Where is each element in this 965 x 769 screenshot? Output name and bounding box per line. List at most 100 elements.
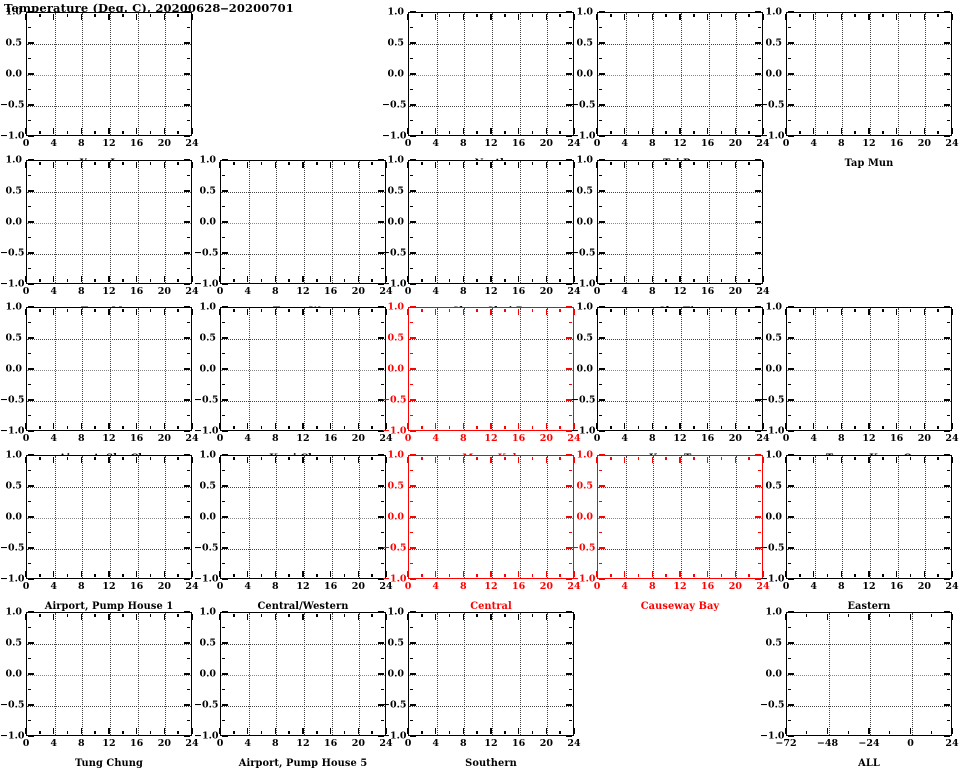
axis-tick-x	[573, 13, 575, 20]
axis-tick-y	[568, 469, 573, 472]
axis-label-y: −0.5	[382, 394, 407, 406]
axis-tick-y	[378, 611, 385, 613]
gridline-vertical	[736, 308, 738, 430]
axis-label-x: 12	[296, 286, 310, 297]
axis-tick-x	[476, 425, 478, 430]
axis-tick-y	[186, 657, 191, 660]
axis-tick-y	[944, 430, 951, 432]
axis-tick-x	[149, 425, 152, 430]
gridline-vertical	[331, 456, 333, 578]
axis-tick-y	[380, 267, 385, 270]
axis-label-x: 16	[130, 738, 144, 749]
axis-tick-y	[27, 190, 34, 192]
axis-label-x: 0	[216, 286, 224, 297]
axis-tick-y	[568, 414, 573, 417]
axis-tick-x	[868, 456, 870, 463]
axis-tick-y	[755, 190, 762, 192]
axis-label-x: 16	[512, 738, 526, 749]
gridline-vertical	[137, 161, 139, 283]
gridline-vertical	[436, 456, 438, 578]
axis-tick-x	[52, 728, 55, 735]
axis-tick-x	[274, 161, 277, 168]
axis-tick-x	[559, 730, 561, 735]
axis-tick-x	[748, 573, 750, 578]
axis-tick-x	[94, 425, 96, 430]
axis-tick-y	[944, 485, 951, 487]
axis-tick-y	[380, 500, 385, 503]
axis-tick-x	[889, 613, 891, 618]
gridline-horizontal	[27, 75, 191, 76]
axis-tick-x	[909, 613, 912, 620]
gridline-vertical	[165, 456, 167, 578]
axis-tick-x	[39, 13, 41, 18]
gridline-vertical	[925, 308, 927, 430]
axis-tick-y	[378, 485, 385, 487]
axis-label-y: −0.5	[0, 99, 25, 111]
axis-tick-y	[186, 688, 191, 691]
axis-label-x: 24	[567, 738, 581, 749]
axis-tick-x	[706, 571, 709, 578]
axis-label-x: 16	[324, 433, 338, 444]
gridline-vertical	[464, 13, 466, 135]
axis-tick-y	[184, 252, 191, 254]
axis-tick-y	[787, 11, 794, 13]
gridline-vertical	[464, 456, 466, 578]
axis-label-y: 0.0	[199, 363, 216, 375]
axis-label-x: 12	[102, 138, 116, 149]
gridline-vertical	[814, 13, 816, 135]
axis-label-y: 1.0	[576, 449, 593, 461]
axis-tick-y	[409, 321, 414, 324]
axis-tick-x	[573, 456, 575, 463]
axis-tick-y	[27, 252, 34, 254]
axis-tick-x	[762, 13, 764, 20]
axis-tick-x	[108, 161, 110, 168]
gridline-horizontal	[27, 223, 191, 224]
axis-tick-y	[380, 719, 385, 722]
axis-tick-y	[757, 267, 762, 270]
gridline-horizontal	[598, 339, 762, 340]
axis-tick-y	[598, 88, 603, 91]
axis-tick-x	[462, 161, 465, 168]
axis-tick-x	[504, 278, 506, 283]
axis-tick-x	[748, 130, 750, 135]
axis-tick-x	[840, 571, 843, 578]
axis-tick-x	[421, 456, 423, 461]
gridline-vertical	[911, 613, 913, 735]
axis-tick-y	[221, 735, 228, 737]
axis-label-y: 1.0	[199, 606, 216, 618]
axis-tick-x	[39, 161, 41, 166]
gridline-horizontal	[598, 106, 762, 107]
axis-tick-x	[462, 13, 465, 20]
gridline-horizontal	[409, 339, 573, 340]
axis-tick-x	[385, 456, 387, 463]
axis-tick-x	[385, 276, 387, 283]
axis-tick-y	[27, 221, 34, 223]
gridline-vertical	[331, 308, 333, 430]
axis-tick-x	[343, 308, 346, 313]
gridline-vertical	[842, 308, 844, 430]
axis-tick-y	[186, 500, 191, 503]
axis-label-x: 0	[216, 433, 224, 444]
axis-tick-x	[25, 571, 27, 578]
gridline-vertical	[625, 13, 627, 135]
axis-tick-y	[184, 642, 191, 644]
axis-tick-x	[951, 456, 953, 463]
axis-label-x: 16	[890, 433, 904, 444]
axis-tick-x	[66, 13, 69, 18]
axis-tick-x	[122, 730, 124, 735]
axis-tick-x	[951, 128, 953, 135]
axis-tick-x	[80, 276, 83, 283]
axis-tick-x	[573, 161, 575, 168]
axis-tick-y	[378, 578, 385, 580]
axis-tick-y	[27, 383, 32, 386]
axis-tick-y	[409, 119, 414, 122]
axis-tick-y	[787, 135, 794, 137]
axis-tick-x	[52, 161, 55, 168]
axis-tick-x	[651, 161, 654, 168]
axis-label-x: 0	[22, 138, 30, 149]
axis-tick-x	[302, 161, 304, 168]
gridline-vertical	[681, 161, 682, 283]
axis-label-y: 0.5	[765, 480, 782, 492]
axis-tick-x	[191, 161, 193, 168]
axis-label-y: −0.5	[194, 542, 219, 554]
